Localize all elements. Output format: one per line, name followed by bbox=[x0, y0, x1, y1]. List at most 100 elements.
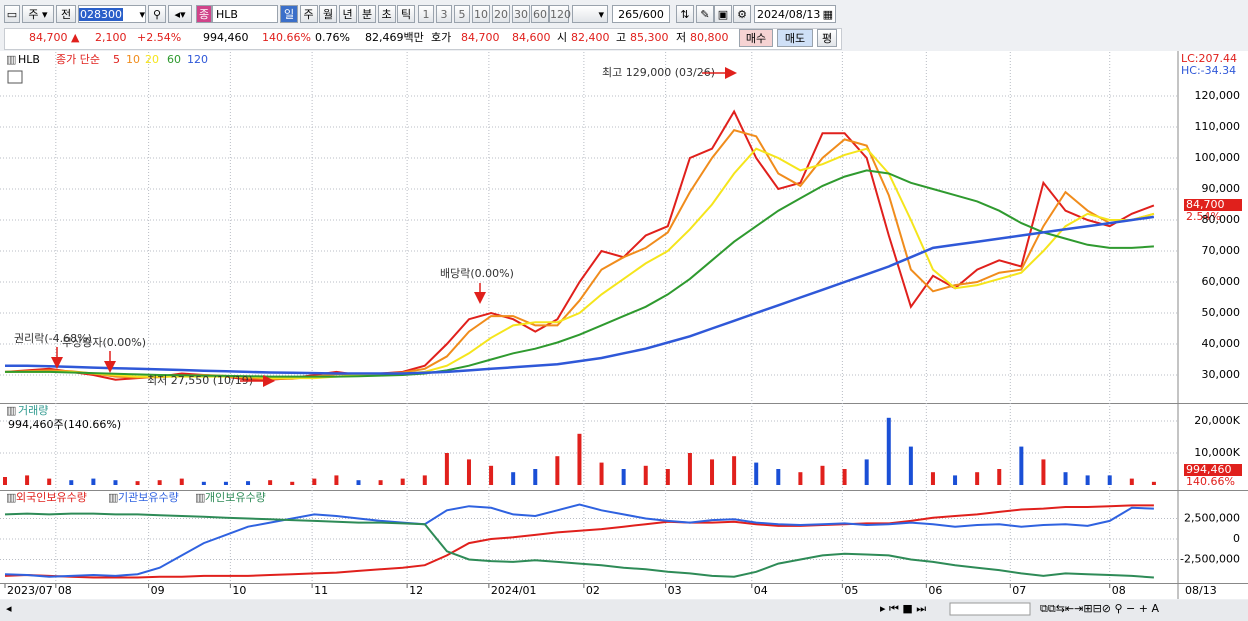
x-tick-label: 06 bbox=[928, 584, 942, 597]
date-input[interactable]: 2024/08/13 ▦ bbox=[754, 5, 836, 23]
volume-bar bbox=[687, 453, 692, 485]
interval-button[interactable]: 120 bbox=[549, 5, 571, 23]
volume-bar bbox=[953, 475, 958, 485]
volume-bar bbox=[179, 478, 184, 485]
last-price: 84,700 bbox=[1186, 198, 1225, 211]
code-input[interactable]: 028300 ▾ bbox=[78, 5, 146, 23]
scope-button[interactable]: 전 bbox=[56, 5, 76, 23]
volume-bar bbox=[91, 478, 96, 485]
code: 028300 bbox=[79, 8, 123, 21]
volume-title: 거래량 bbox=[18, 404, 48, 417]
series-line bbox=[5, 215, 1155, 375]
volume-bar bbox=[930, 472, 935, 485]
volume-bar bbox=[599, 462, 604, 485]
y-tick-label: 40,000 bbox=[1202, 337, 1241, 350]
interval-button[interactable]: 60 bbox=[531, 5, 549, 23]
tool-icon[interactable]: ✎ bbox=[696, 5, 714, 23]
buy-button[interactable]: 매수 bbox=[739, 29, 773, 47]
volume-bar bbox=[3, 477, 7, 485]
last-price-box bbox=[1184, 199, 1242, 211]
x-tick-label: 05 bbox=[844, 584, 858, 597]
lc-label: LC:207.44 bbox=[1181, 52, 1237, 65]
volume-bar bbox=[798, 472, 803, 485]
period-button[interactable]: 분 bbox=[358, 5, 376, 23]
volume-bar bbox=[1019, 446, 1024, 485]
volume-bar bbox=[511, 472, 516, 485]
zoom-slider[interactable] bbox=[949, 602, 1031, 616]
unit-select[interactable]: ▾ bbox=[572, 5, 608, 23]
period-button[interactable]: 틱 bbox=[397, 5, 415, 23]
legend-entry: 개인보유수량 bbox=[205, 491, 266, 504]
period-button[interactable]: 주 bbox=[299, 5, 318, 23]
last-rate: 2.54% bbox=[1186, 210, 1221, 223]
y-tick-label: 110,000 bbox=[1195, 120, 1241, 133]
period-button[interactable]: 월 bbox=[319, 5, 337, 23]
volume-bar bbox=[25, 475, 30, 485]
scroll-left[interactable]: ◂ bbox=[6, 602, 12, 615]
market: 주 bbox=[28, 8, 39, 21]
volume-bar bbox=[665, 469, 670, 485]
count-input[interactable]: 265/600 bbox=[612, 5, 670, 23]
interval-button[interactable]: 30 bbox=[512, 5, 530, 23]
tool-icon[interactable]: ⇅ bbox=[676, 5, 694, 23]
y-tick-label: 30,000 bbox=[1202, 368, 1241, 381]
period-button[interactable]: 초 bbox=[377, 5, 396, 23]
volume-bar bbox=[157, 480, 162, 485]
tool-icons[interactable]: ⧉⧉⇆⇤⇥⊞⊟⊘ ⚲ − + A bbox=[1040, 602, 1159, 615]
series-line bbox=[4, 504, 1154, 579]
volume-bar bbox=[555, 456, 560, 485]
volume-bar bbox=[47, 478, 52, 485]
volume-bar bbox=[908, 446, 913, 485]
annotation: 권리락(-4.68%) bbox=[14, 332, 92, 345]
volume-summary: 994,460주(140.66%) bbox=[8, 418, 121, 431]
y-tick-label: 50,000 bbox=[1202, 306, 1241, 319]
amount: 82,469백만 bbox=[365, 31, 424, 44]
eval-button[interactable]: 평 bbox=[817, 29, 837, 47]
search-button[interactable]: ⚲ bbox=[148, 5, 166, 23]
change-rate: +2.54% bbox=[137, 31, 182, 44]
sound-button[interactable]: ◂▾ bbox=[168, 5, 192, 23]
y-tick-label: 20,000K bbox=[1194, 414, 1240, 427]
legend-entry: 10 bbox=[126, 53, 140, 66]
volume-bar bbox=[444, 453, 449, 485]
quote-bar: 84,700 ▲ 2,100 +2.54% 994,460 140.66% 0.… bbox=[4, 28, 842, 50]
series-line bbox=[4, 512, 1154, 579]
scroll-controls[interactable]: ▸ ⏮ ■ ⏭ bbox=[880, 602, 926, 615]
volume-bar bbox=[312, 478, 317, 485]
y-tick-label: 0 bbox=[1233, 532, 1240, 545]
scrollbar bbox=[0, 600, 1248, 621]
annotation: 배당락(0.00%) bbox=[440, 267, 514, 280]
settings-icon[interactable]: ⚙ bbox=[733, 5, 751, 23]
open-label: 시 bbox=[557, 31, 568, 44]
low: 80,800 bbox=[690, 31, 729, 44]
series-line bbox=[5, 147, 1155, 380]
count-max: /600 bbox=[639, 8, 664, 21]
chart-bg bbox=[0, 51, 1248, 599]
period-button[interactable]: 일 bbox=[280, 5, 298, 23]
x-tick-label: 08 bbox=[58, 584, 72, 597]
market-select[interactable]: 주 ▾ bbox=[22, 5, 54, 23]
volume-bar bbox=[842, 469, 847, 485]
table-icon[interactable] bbox=[7, 70, 23, 84]
interval-button[interactable]: 1 bbox=[418, 5, 434, 23]
interval-button[interactable]: 10 bbox=[472, 5, 490, 23]
interval-button[interactable]: 5 bbox=[454, 5, 470, 23]
annotation: 최고 129,000 (03/26) bbox=[602, 66, 715, 79]
save-icon[interactable]: ▣ bbox=[714, 5, 732, 23]
x-tick-label: 11 bbox=[314, 584, 328, 597]
name-input[interactable]: HLB bbox=[212, 5, 278, 23]
interval-button[interactable]: 20 bbox=[492, 5, 510, 23]
interval-button[interactable]: 3 bbox=[436, 5, 452, 23]
x-tick-label: 08 bbox=[1112, 584, 1126, 597]
y-tick-label: 120,000 bbox=[1195, 89, 1241, 102]
y-tick-label: 100,000 bbox=[1195, 151, 1241, 164]
volume-bar bbox=[246, 481, 251, 485]
menu-icon[interactable]: ▭ bbox=[4, 5, 20, 23]
legend-entry: 120 bbox=[187, 53, 208, 66]
y-tick-label: 10,000K bbox=[1194, 446, 1240, 459]
sell-button[interactable]: 매도 bbox=[777, 29, 813, 47]
period-button[interactable]: 년 bbox=[338, 5, 357, 23]
volume-bar bbox=[621, 469, 626, 485]
open: 82,400 bbox=[571, 31, 610, 44]
volume-bar bbox=[732, 456, 737, 485]
